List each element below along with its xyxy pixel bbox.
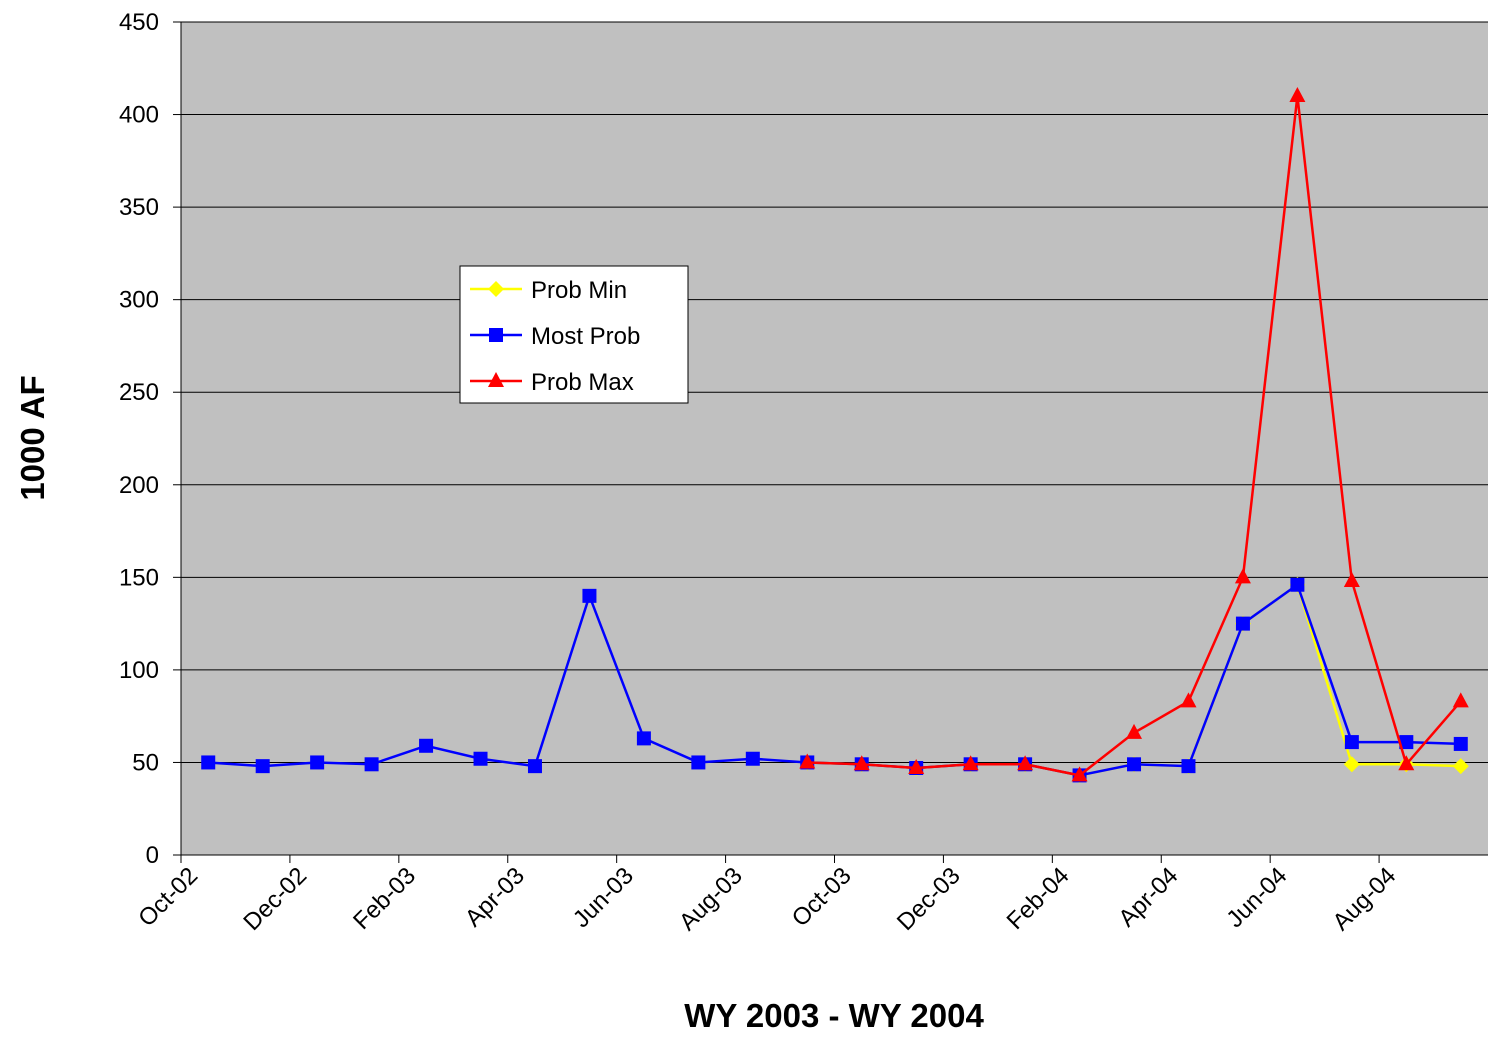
data-point: [201, 755, 216, 770]
x-tick-label: Oct-03: [787, 862, 857, 932]
data-point: [582, 588, 597, 603]
legend-marker: [488, 281, 504, 297]
data-point: [419, 738, 434, 753]
x-tick-label: Apr-03: [460, 862, 530, 932]
data-point: [1289, 87, 1306, 103]
data-point: [853, 755, 870, 771]
data-point: [691, 755, 706, 770]
data-point: [1399, 735, 1414, 750]
x-tick-label: Aug-03: [674, 862, 748, 936]
data-point: [1343, 572, 1360, 588]
data-point: [1452, 758, 1469, 775]
y-tick-label: 350: [119, 194, 159, 221]
data-point: [473, 751, 488, 766]
data-point: [1180, 692, 1197, 708]
y-tick-label: 150: [119, 564, 159, 591]
x-tick-label: Jun-03: [568, 862, 639, 933]
data-point: [636, 731, 651, 746]
data-point: [255, 759, 270, 774]
y-tick-label: 300: [119, 287, 159, 314]
legend-marker: [489, 328, 503, 342]
x-tick-label: Jun-04: [1221, 862, 1292, 933]
data-point: [745, 751, 760, 766]
data-point: [310, 755, 325, 770]
y-tick-label: 100: [119, 657, 159, 684]
y-axis-title: 1000 AF: [14, 375, 51, 500]
x-tick-label: Feb-04: [1002, 862, 1075, 935]
data-point: [1126, 723, 1143, 739]
x-tick-label: Aug-04: [1328, 862, 1402, 936]
data-point: [1181, 759, 1196, 774]
data-point: [1127, 757, 1142, 772]
legend-label: Prob Min: [531, 277, 627, 304]
y-tick-label: 250: [119, 379, 159, 406]
data-point: [1234, 568, 1251, 584]
x-tick-label: Feb-03: [348, 862, 421, 935]
legend-marker: [488, 372, 504, 387]
data-point: [1343, 756, 1360, 773]
data-point: [1235, 616, 1250, 631]
data-point: [1453, 736, 1468, 751]
y-tick-label: 400: [119, 102, 159, 129]
plot-area: [181, 22, 1488, 855]
data-point: [908, 758, 925, 774]
x-tick-label: Oct-02: [133, 862, 203, 932]
legend: Prob Min Most Prob Prob Max: [459, 265, 689, 404]
data-point: [1344, 735, 1359, 750]
y-tick-label: 450: [119, 9, 159, 36]
legend-label: Most Prob: [531, 323, 640, 350]
data-point: [1452, 692, 1469, 708]
x-tick-label: Dec-03: [892, 862, 966, 936]
x-tick-label: Dec-02: [238, 862, 312, 936]
data-point: [1290, 577, 1305, 592]
data-point: [1071, 766, 1088, 782]
y-tick-label: 200: [119, 472, 159, 499]
data-point: [1398, 755, 1415, 771]
x-axis-title: WY 2003 - WY 2004: [684, 997, 984, 1034]
legend-label: Prob Max: [531, 369, 634, 396]
data-point: [1017, 755, 1034, 771]
data-point: [962, 755, 979, 771]
y-tick-label: 50: [132, 749, 159, 776]
data-point: [527, 759, 542, 774]
x-tick-label: Apr-04: [1113, 862, 1183, 932]
data-point: [799, 753, 816, 769]
y-tick-label: 0: [146, 842, 159, 869]
data-point: [364, 757, 379, 772]
